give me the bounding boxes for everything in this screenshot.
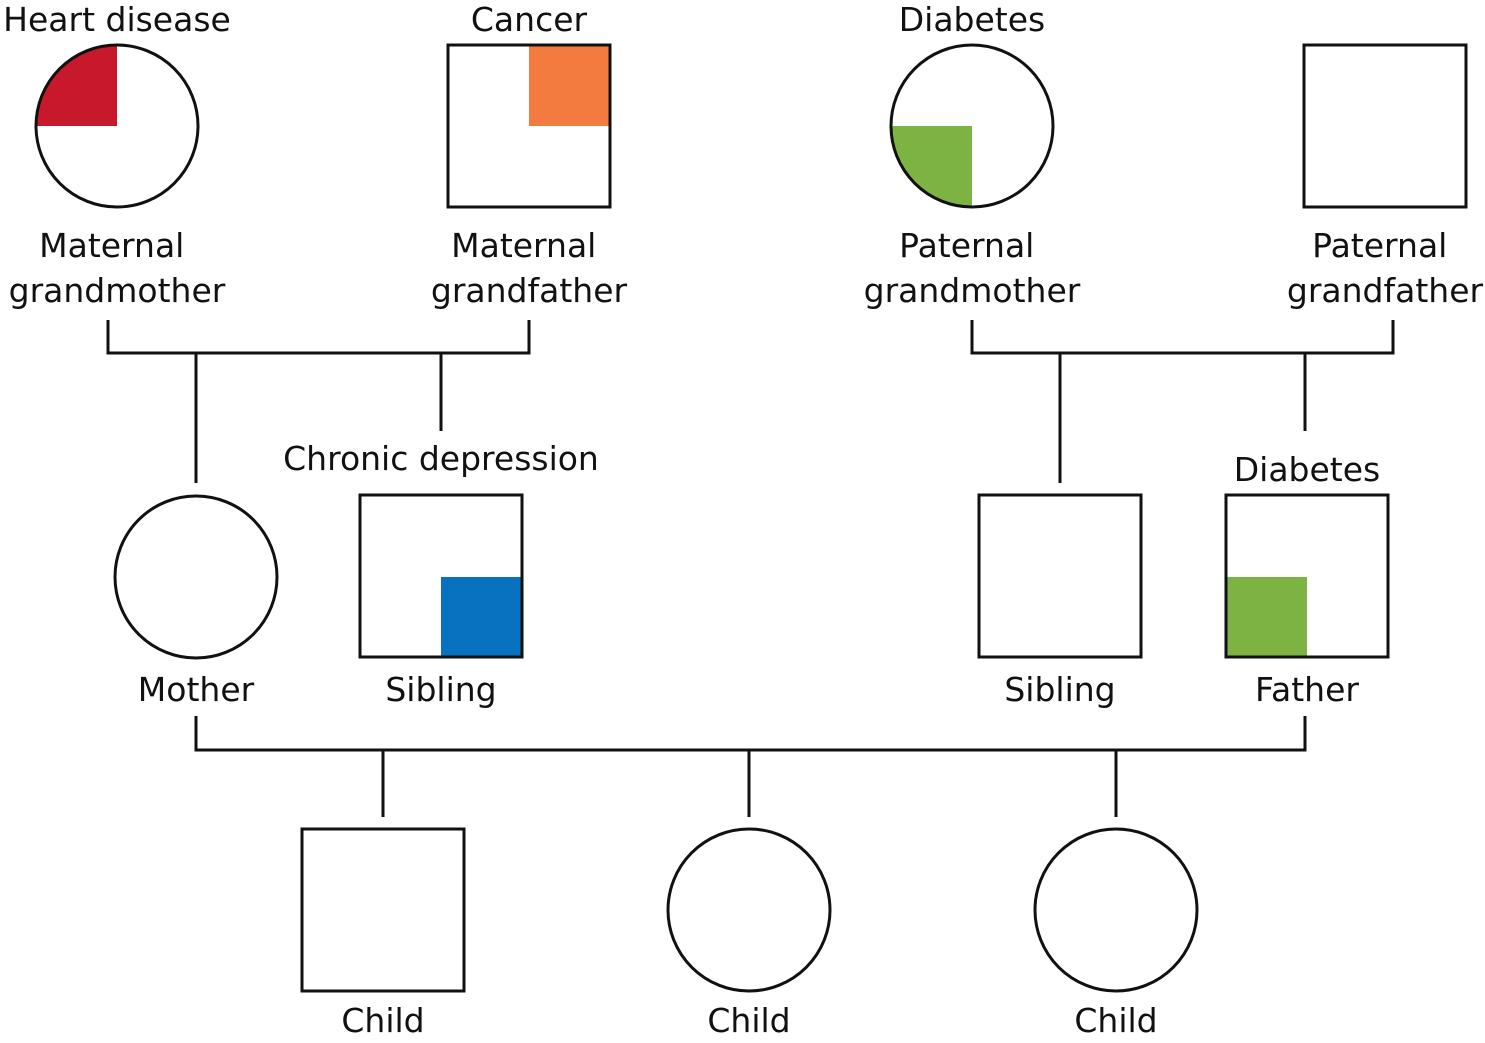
paternal-grandmother-label-line1: Paternal [899, 226, 1034, 265]
maternal-grandmother-condition: Heart disease [3, 0, 231, 39]
maternal-grandfather-condition: Cancer [471, 0, 588, 39]
paternal-grandfather-label-line1: Paternal [1312, 226, 1447, 265]
father-condition: Diabetes [1234, 450, 1381, 489]
maternal-grandmother-label-line1: Maternal [39, 226, 184, 265]
paternal-grandfather-label: Paternal grandfather [1287, 226, 1484, 310]
paternal-grandmother-condition: Diabetes [899, 0, 1046, 39]
maternal-sibling-condition: Chronic depression [283, 439, 599, 478]
paternal-sibling-label: Sibling [1004, 670, 1115, 709]
diabetes-marker [1226, 577, 1307, 658]
female-symbol [666, 827, 832, 993]
child-3: Child [1033, 827, 1199, 1040]
female-symbol [34, 43, 200, 209]
maternal-grandmother: Heart disease Maternal grandmother [3, 0, 231, 310]
maternal-grandfather-label-line1: Maternal [451, 226, 596, 265]
parents-couple-line [194, 716, 1307, 752]
father: Diabetes Father [1224, 450, 1390, 709]
child-2: Child [666, 827, 832, 1040]
heart-disease-marker [36, 45, 117, 126]
female-symbol [889, 43, 1055, 209]
mother: Mother [113, 494, 279, 709]
male-symbol [1302, 43, 1468, 209]
chronic-depression-marker [441, 577, 522, 658]
female-symbol [1033, 827, 1199, 993]
male-symbol [977, 493, 1143, 659]
paternal-family-connector [970, 320, 1395, 483]
male-symbol [300, 827, 466, 993]
maternal-sibling: Chronic depression Sibling [283, 439, 599, 709]
father-label: Father [1255, 670, 1359, 709]
maternal-couple-line [106, 320, 531, 355]
parents-connector [194, 716, 1307, 817]
paternal-sibling: Sibling [977, 493, 1143, 709]
maternal-grandfather-label-line2: grandfather [431, 271, 628, 310]
male-symbol [446, 43, 612, 209]
diabetes-marker [891, 126, 972, 207]
maternal-grandmother-label: Maternal grandmother [9, 226, 226, 310]
paternal-grandmother: Diabetes Paternal grandmother [864, 0, 1081, 310]
maternal-grandmother-label-line2: grandmother [9, 271, 226, 310]
maternal-grandfather-label: Maternal grandfather [431, 226, 628, 310]
child-1: Child [300, 827, 466, 1040]
paternal-grandfather: Paternal grandfather [1287, 43, 1484, 310]
paternal-grandmother-label: Paternal grandmother [864, 226, 1081, 310]
maternal-grandfather: Cancer Maternal grandfather [431, 0, 628, 310]
male-symbol [1224, 493, 1390, 659]
paternal-grandmother-label-line2: grandmother [864, 271, 1081, 310]
male-symbol [358, 493, 524, 659]
paternal-grandfather-label-line2: grandfather [1287, 271, 1484, 310]
maternal-sibling-label: Sibling [385, 670, 496, 709]
child-2-label: Child [707, 1001, 790, 1040]
cancer-marker [529, 45, 610, 126]
maternal-family-connector [106, 320, 531, 483]
child-3-label: Child [1074, 1001, 1157, 1040]
child-1-label: Child [341, 1001, 424, 1040]
mother-label: Mother [138, 670, 255, 709]
female-symbol [113, 494, 279, 660]
paternal-couple-line [970, 320, 1395, 355]
